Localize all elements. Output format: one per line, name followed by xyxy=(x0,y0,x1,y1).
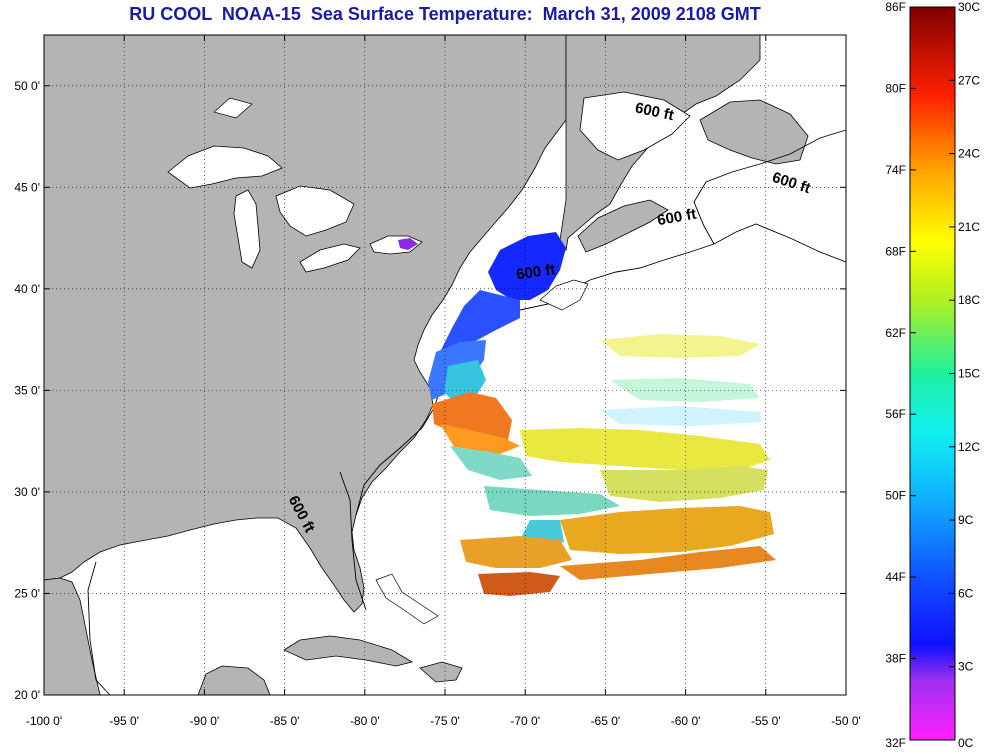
map-title: RU COOL NOAA-15 Sea Surface Temperature:… xyxy=(129,4,761,24)
isobath-label: 600 ft xyxy=(515,261,556,283)
lat-tick-label: 35 0' xyxy=(14,383,40,397)
sst-swaths xyxy=(428,232,776,596)
lake-ontario-sst xyxy=(398,238,418,250)
land-newfoundland xyxy=(699,99,809,165)
lat-tick-label: 50 0' xyxy=(14,79,40,93)
land-north-america xyxy=(43,34,567,613)
land-nova-scotia xyxy=(577,199,669,253)
lon-tick-label: -55 0' xyxy=(751,714,781,728)
great-lake-michigan xyxy=(233,189,261,269)
lon-tick-label: -85 0' xyxy=(270,714,300,728)
land-hispaniola xyxy=(419,661,463,683)
land-cuba xyxy=(283,635,414,667)
lon-tick-label: -65 0' xyxy=(591,714,621,728)
lake-winnipeg-area xyxy=(213,97,253,119)
georges-bank xyxy=(539,279,589,311)
lon-tick-label: -90 0' xyxy=(190,714,220,728)
great-lake-superior xyxy=(167,145,283,189)
lat-tick-label: 45 0' xyxy=(14,180,40,194)
isobath-label: 600 ft xyxy=(656,206,698,230)
lon-tick-label: -60 0' xyxy=(671,714,701,728)
lon-tick-label: -75 0' xyxy=(430,714,460,728)
lat-tick-label: 25 0' xyxy=(14,586,40,600)
lat-tick-label: 20 0' xyxy=(14,688,40,702)
great-lake-huron xyxy=(275,185,355,237)
gulf-st-lawrence xyxy=(579,91,691,161)
lat-tick-label: 30 0' xyxy=(14,485,40,499)
lon-tick-label: -70 0' xyxy=(510,714,540,728)
lon-tick-label: -95 0' xyxy=(109,714,139,728)
grid-lines xyxy=(44,35,846,695)
lon-tick-label: -50 0' xyxy=(831,714,861,728)
great-lake-erie xyxy=(299,243,361,273)
isobath-600ft xyxy=(87,129,847,696)
axis-ticks: -100 0' -95 0' -90 0' -85 0' -80 0' -75 0' -70… xyxy=(14,35,861,728)
bahamas-shelf xyxy=(375,573,439,625)
lon-tick-label: -80 0' xyxy=(350,714,380,728)
lon-tick-label: -100 0' xyxy=(26,714,62,728)
lat-tick-label: 40 0' xyxy=(14,282,40,296)
land-maritimes xyxy=(559,34,761,252)
